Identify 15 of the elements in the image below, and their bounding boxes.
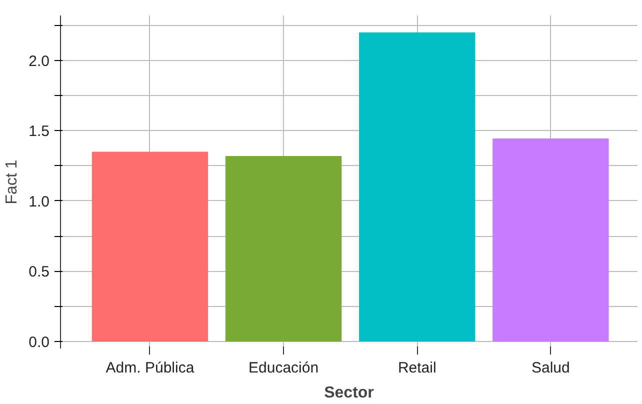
bar — [359, 32, 476, 342]
bar — [492, 138, 609, 342]
x-axis-title: Sector — [324, 384, 374, 402]
bar — [92, 152, 208, 342]
x-tick-label: Salud — [532, 360, 570, 376]
y-tick-label: 0.0 — [28, 334, 50, 351]
bar — [225, 156, 342, 342]
x-tick-label: Educación — [248, 360, 319, 376]
y-axis-title: Fact 1 — [4, 160, 21, 204]
y-tick-label: 1.5 — [28, 123, 50, 140]
y-tick-label: 0.5 — [28, 264, 50, 281]
x-tick-label: Adm. Pública — [106, 360, 195, 376]
x-tick-label: Retail — [398, 360, 436, 376]
y-tick-label: 2.0 — [28, 52, 50, 70]
y-tick-label: 1.0 — [28, 193, 50, 210]
